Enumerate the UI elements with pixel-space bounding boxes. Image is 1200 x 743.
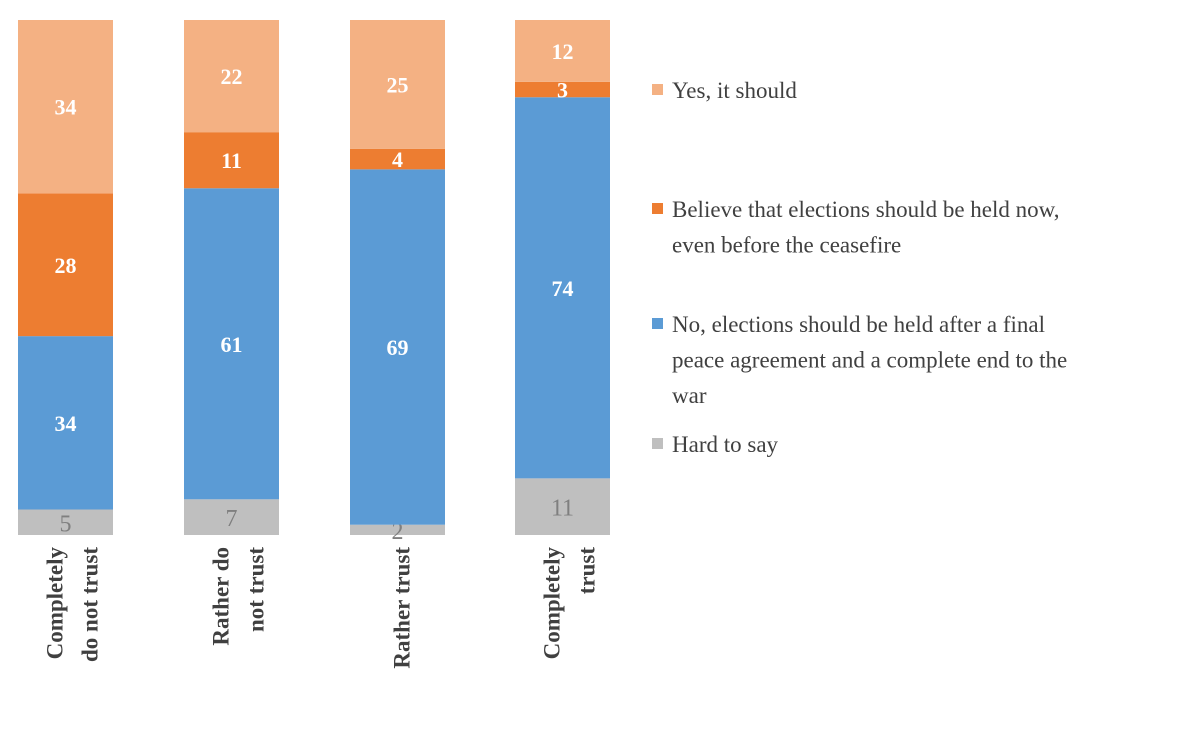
category-label: trust — [575, 547, 600, 595]
legend-label: war — [672, 383, 707, 408]
legend-item: No, elections should be held after a fin… — [652, 312, 1067, 408]
legend-label: peace agreement and a complete end to th… — [672, 348, 1067, 373]
legend-swatch — [652, 438, 663, 449]
bar-segment — [184, 499, 279, 535]
category-label: Completely — [540, 547, 565, 660]
data-label: 11 — [551, 496, 574, 522]
data-label: 11 — [221, 148, 242, 173]
legend-label: Believe that elections should be held no… — [672, 197, 1060, 222]
bar-segment — [184, 132, 279, 189]
data-label: 25 — [387, 72, 409, 97]
data-label: 4 — [392, 147, 403, 172]
data-label: 34 — [55, 411, 77, 436]
data-label: 12 — [552, 39, 574, 64]
bar-segment — [350, 169, 445, 525]
legend-swatch — [652, 318, 663, 329]
bar-stack: 11 74 3 12 — [515, 20, 610, 535]
bar-segment — [515, 81, 610, 98]
data-label: 74 — [552, 276, 574, 301]
bar-segment — [515, 20, 610, 82]
category-label: Rather trust — [390, 547, 415, 669]
category-label: not trust — [244, 547, 269, 632]
bar-segment — [18, 336, 113, 510]
bar-segment — [515, 478, 610, 535]
legend-item: Believe that elections should be held no… — [652, 197, 1060, 258]
bar-stack: 2 69 4 25 — [350, 20, 445, 545]
legend-label: Yes, it should — [672, 78, 797, 103]
data-label: 22 — [221, 64, 243, 89]
data-label: 28 — [55, 253, 77, 278]
data-label: 34 — [55, 95, 77, 120]
bar-segment — [184, 188, 279, 500]
category-label: Rather do — [209, 547, 234, 646]
data-label: 5 — [60, 511, 72, 537]
bar-segment — [18, 193, 113, 337]
legend-item: Hard to say — [652, 432, 779, 457]
legend-label: No, elections should be held after a fin… — [672, 312, 1045, 337]
bar-segment — [350, 148, 445, 170]
bar-segment — [184, 20, 279, 133]
category-label: do not trust — [78, 547, 103, 662]
bar-segment — [18, 20, 113, 194]
data-label: 7 — [226, 506, 238, 532]
legend-label: even before the ceasefire — [672, 233, 901, 258]
data-label: 69 — [387, 335, 409, 360]
legend-swatch — [652, 84, 663, 95]
bar-segment — [350, 524, 445, 535]
bar-stack: 7 61 11 22 — [184, 20, 279, 535]
bar-segment — [350, 20, 445, 149]
data-label: 3 — [557, 78, 568, 103]
data-label: 61 — [221, 332, 243, 357]
bar-segment — [515, 97, 610, 479]
legend-item: Yes, it should — [652, 78, 797, 103]
bar-segment — [18, 509, 113, 535]
bar-stack: 5 34 28 34 — [18, 20, 113, 537]
legend-swatch — [652, 203, 663, 214]
category-label: Completely — [43, 547, 68, 660]
data-label: 2 — [392, 519, 404, 545]
legend-label: Hard to say — [672, 432, 779, 457]
